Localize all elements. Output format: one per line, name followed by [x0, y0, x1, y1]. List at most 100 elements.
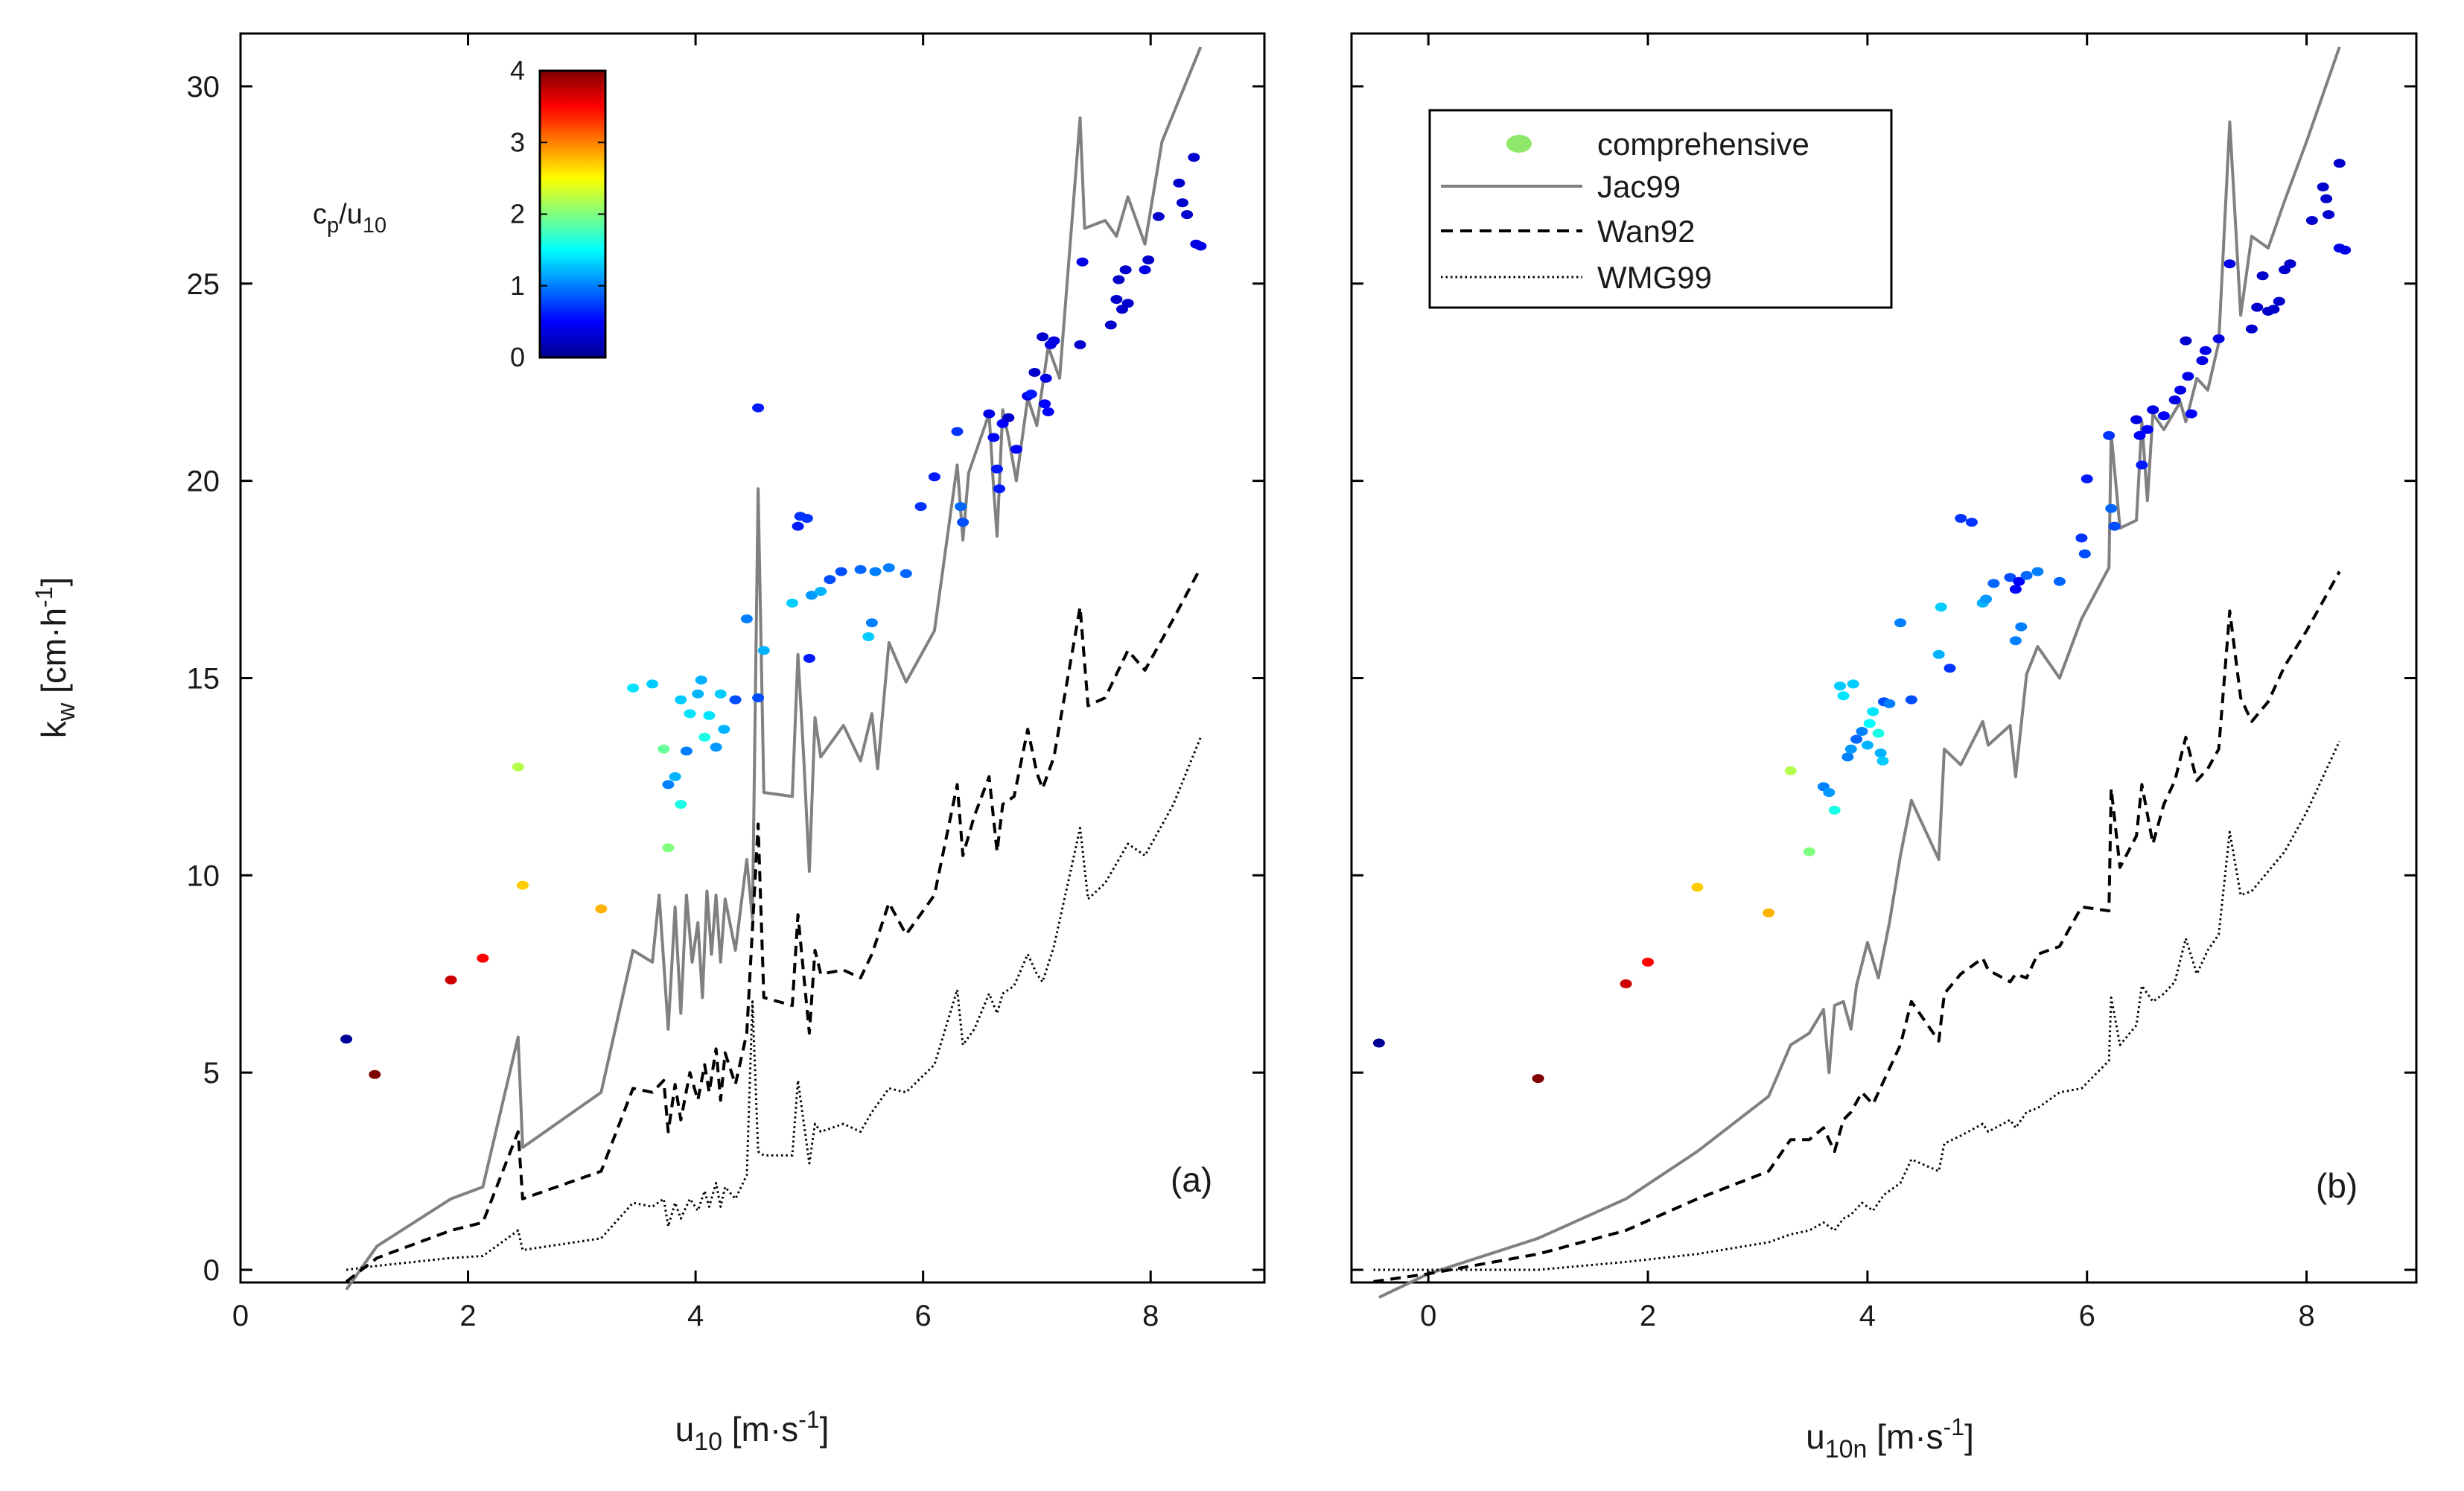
panel-b-line-jac99	[1378, 46, 2341, 1299]
panel-a-data-point	[1142, 255, 1155, 264]
panel-b-data-point	[1987, 579, 2000, 588]
panel-b-data-point	[1763, 908, 1775, 918]
panel-a-data-point	[1139, 265, 1151, 275]
panel-a-data-point	[1042, 407, 1054, 416]
panel-a-y-tick-label: 20	[187, 465, 220, 498]
panel-a-y-tick-label: 15	[187, 662, 220, 695]
panel-b-data-point	[1856, 727, 1868, 736]
panel-a-data-point	[718, 725, 730, 734]
panel-b-data-point	[2136, 460, 2148, 470]
panel-b-line-wan92	[1373, 570, 2341, 1283]
panel-b-data-point	[1532, 1074, 1544, 1084]
panel-a-data-point	[1010, 445, 1022, 454]
panel-a-data-point	[1002, 413, 1015, 422]
panel-a-data-point	[854, 565, 867, 574]
panel-b-x-tick-label: 8	[2298, 1300, 2314, 1332]
panel-a-data-point	[957, 518, 970, 527]
panel-a-data-point	[1076, 257, 1089, 267]
legend-label-wmg99: WMG99	[1597, 260, 1712, 295]
panel-b-data-point	[2212, 334, 2225, 343]
panel-a-data-point	[987, 433, 1000, 442]
panel-a-data-point	[1112, 275, 1125, 284]
panel-b-data-point	[1620, 979, 1632, 988]
panel-a-data-point	[1110, 295, 1123, 304]
panel-a-data-point	[646, 679, 659, 689]
panel-a-data-point	[757, 646, 770, 655]
panel-b-data-point	[2317, 182, 2329, 191]
panel-a-data-point	[703, 710, 716, 720]
panel-a-data-point	[1025, 390, 1037, 399]
panel-a-line-jac99	[345, 46, 1203, 1291]
panel-a-data-point	[627, 683, 640, 693]
panel-a-data-point	[815, 587, 827, 596]
panel-a-data-point	[865, 618, 878, 628]
panel-b-data-point	[1834, 681, 1846, 691]
panel-b-data-point	[2141, 425, 2153, 434]
panel-a-data-point	[477, 953, 489, 963]
panel-a-x-tick-label: 0	[232, 1300, 249, 1332]
panel-a-data-point	[669, 772, 681, 781]
panel-b-data-point	[1943, 664, 1956, 673]
panel-b-data-point	[1861, 740, 1874, 750]
panel-a-x-tick-label: 2	[459, 1300, 476, 1332]
panel-a-data-point	[1177, 198, 1188, 208]
panel-b-data-point	[1955, 514, 1967, 523]
panel-a-data-point	[752, 403, 765, 413]
panel-b-data-point	[2078, 549, 2091, 559]
panel-b-data-point	[2185, 409, 2197, 419]
panel-b-data-point	[2256, 271, 2269, 281]
panel-a-data-point	[900, 569, 912, 579]
panel-b-data-point	[2015, 622, 2028, 632]
panel-b-data-point	[2031, 567, 2044, 576]
panel-b-data-point	[1372, 1038, 1385, 1048]
panel-b-x-tick-label: 2	[1640, 1300, 1656, 1332]
panel-a-data-point	[869, 567, 882, 576]
panel-a-xlabel: u10 [m·s-1]	[675, 1406, 830, 1456]
legend-label-comprehensive: comprehensive	[1597, 127, 1809, 162]
panel-b-data-point	[1935, 603, 1947, 612]
panel-b-data-point	[1850, 734, 1863, 744]
legend-marker-comprehensive	[1506, 135, 1532, 153]
panel-b-line-wmg99	[1373, 740, 2341, 1271]
panel-b-data-point	[2108, 521, 2121, 531]
panel-b-data-point	[1905, 695, 1917, 705]
panel-a-data-point	[684, 709, 696, 719]
panel-b-data-point	[2009, 585, 2022, 594]
panel-a-data-point	[1104, 320, 1117, 330]
panel-b-data-point	[2157, 411, 2170, 421]
panel-b-data-point	[1874, 748, 1887, 758]
panel-a-lines	[345, 46, 1203, 1291]
colorbar-tick-label: 2	[510, 199, 525, 229]
panel-a-data-point	[1074, 340, 1086, 349]
panel-b-data-point	[1837, 691, 1850, 701]
legend: comprehensive Jac99 Wan92 WMG99	[1428, 109, 1893, 309]
panel-a: 0 2 4 6 8 0 5 10 15 20 25 30 (a) 0 1 2 3 4 cp/u10 u10 […	[31, 32, 1266, 1456]
panel-b-data-point	[1784, 766, 1797, 775]
panel-a-data-point	[1152, 212, 1165, 221]
panel-a-data-point	[369, 1069, 381, 1079]
panel-b-points	[1372, 159, 2352, 1084]
panel-b-data-point	[2267, 305, 2280, 314]
panel-a-label: (a)	[1171, 1160, 1212, 1199]
panel-a-data-point	[1121, 299, 1134, 308]
panel-a-data-point	[662, 843, 675, 853]
colorbar-ticks: 0 1 2 3 4	[510, 55, 605, 372]
panel-b-data-point	[1803, 847, 1815, 856]
panel-b-data-point	[2323, 210, 2335, 220]
panel-b-data-point	[2251, 302, 2264, 312]
panel-b-data-point	[2147, 405, 2159, 415]
panel-b-data-point	[2075, 533, 2088, 543]
panel-b-data-point	[2182, 372, 2194, 381]
panel-b-x-tick-label: 4	[1859, 1300, 1876, 1332]
panel-b-data-point	[1883, 699, 1896, 708]
panel-b-data-point	[2273, 296, 2285, 306]
panel-a-data-point	[1194, 241, 1207, 251]
panel-a-data-point	[835, 567, 847, 576]
panel-a-y-tick-label: 10	[187, 859, 220, 892]
panel-b-data-point	[2174, 385, 2186, 395]
panel-b-data-point	[2333, 159, 2346, 168]
panel-b-data-point	[1844, 744, 1857, 754]
colorbar-tick-label: 0	[510, 342, 525, 372]
panel-a-data-point	[800, 514, 813, 523]
